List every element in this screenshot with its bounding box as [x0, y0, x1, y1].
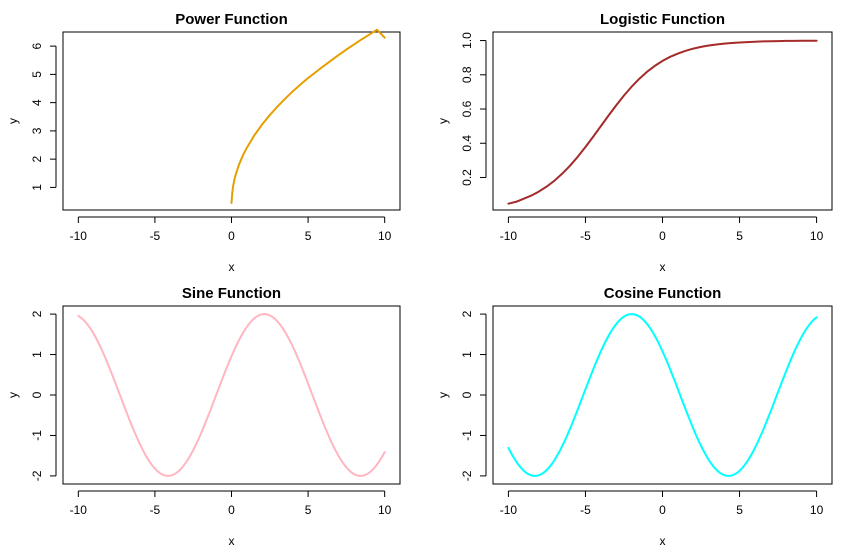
- plot-frame: [62, 31, 401, 211]
- x-tick-label: 10: [810, 503, 824, 517]
- x-tick-label: 0: [659, 229, 666, 243]
- x-tick-label: 5: [305, 503, 312, 517]
- plot-frame: [492, 31, 833, 211]
- x-tick-label: -5: [580, 503, 591, 517]
- y-tick-label: 1.0: [460, 32, 474, 49]
- y-tick-label: 1: [30, 351, 44, 358]
- chart-panel-2: Logistic Function -10 -5 0 5 10 0.2 0.4 0.6 0.8 1.…: [436, 11, 833, 274]
- chart-title: Power Function: [175, 11, 288, 28]
- y-tick-label: 1: [460, 351, 474, 358]
- y-tick-label: 4: [30, 99, 44, 106]
- y-axis-label: y: [6, 118, 20, 124]
- x-tick-label: -5: [580, 229, 591, 243]
- plot-frame: [492, 305, 833, 485]
- y-tick-label: 0.8: [460, 66, 474, 83]
- y-tick-label: -1: [460, 430, 474, 441]
- y-tick-label: 0.4: [460, 135, 474, 152]
- y-tick-label: -2: [30, 470, 44, 481]
- y-tick-label: 1: [30, 184, 44, 191]
- series-line-1: [230, 28, 386, 204]
- y-tick-label: 0.2: [460, 169, 474, 186]
- y-axis-label: y: [6, 392, 20, 398]
- plot-frame: [62, 305, 401, 485]
- y-tick-label: -1: [30, 430, 44, 441]
- y-axis-label: y: [436, 392, 450, 398]
- x-tick-label: 5: [736, 229, 743, 243]
- x-tick-label: -10: [500, 503, 518, 517]
- x-tick-label: 10: [378, 503, 392, 517]
- x-tick-label: 10: [810, 229, 824, 243]
- x-tick-label: -10: [70, 229, 88, 243]
- y-tick-label: 2: [30, 155, 44, 162]
- series-line-1: [77, 313, 386, 477]
- y-tick-label: 0: [30, 391, 44, 398]
- y-tick-label: 2: [30, 310, 44, 317]
- x-tick-label: 0: [228, 229, 235, 243]
- x-tick-label: 0: [659, 503, 666, 517]
- chart-title: Logistic Function: [600, 11, 725, 28]
- y-axis-label: y: [436, 118, 450, 124]
- x-tick-label: 5: [736, 503, 743, 517]
- x-axis-label: x: [660, 260, 666, 274]
- x-tick-label: 5: [305, 229, 312, 243]
- y-tick-label: 0.6: [460, 100, 474, 117]
- x-tick-label: -5: [150, 229, 161, 243]
- series-line-1: [507, 313, 818, 477]
- x-axis-label: x: [229, 534, 235, 548]
- x-axis-label: x: [660, 534, 666, 548]
- x-tick-label: -10: [70, 503, 88, 517]
- series-line-1: [507, 39, 818, 205]
- chart-panel-1: Power Function -10 -5 0 5 10 1 2 3 4 5 6 x y: [6, 11, 401, 274]
- y-tick-label: 0: [460, 391, 474, 398]
- y-tick-label: 2: [460, 310, 474, 317]
- y-tick-label: 5: [30, 71, 44, 78]
- y-tick-label: 6: [30, 42, 44, 49]
- x-tick-label: -10: [500, 229, 518, 243]
- chart-title: Cosine Function: [604, 285, 722, 302]
- chart-title: Sine Function: [182, 285, 281, 302]
- y-tick-label: 3: [30, 127, 44, 134]
- x-axis-label: x: [229, 260, 235, 274]
- x-tick-label: -5: [150, 503, 161, 517]
- x-tick-label: 0: [228, 503, 235, 517]
- y-tick-label: -2: [460, 470, 474, 481]
- x-tick-label: 10: [378, 229, 392, 243]
